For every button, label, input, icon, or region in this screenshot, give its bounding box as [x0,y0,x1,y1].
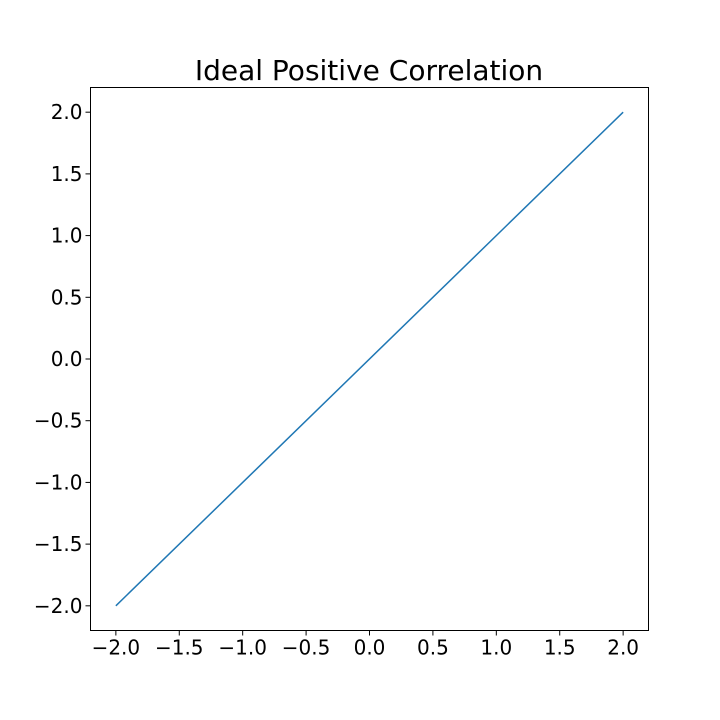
x-tick-label: 0.0 [354,636,386,660]
plot-area: −2.0 −1.5 −1.0 −0.5 0.0 0.5 1.0 1.5 2.0 −2.0 −1.5… [34,87,649,660]
x-tick-label: −2.0 [92,636,141,660]
y-tick-label: −0.5 [34,409,83,433]
y-tick-label: 0.5 [51,285,83,309]
y-tick-label: 0.0 [51,347,83,371]
x-tick-label: −0.5 [282,636,331,660]
series-line [115,111,624,607]
y-tick-label: 1.0 [51,224,83,248]
x-tick-label: −1.0 [218,636,267,660]
y-tick-label: −1.5 [34,532,83,556]
y-axis: −2.0 −1.5 −1.0 −0.5 0.0 0.5 1.0 1.5 2.0 [34,100,91,618]
y-tick-label: −2.0 [34,594,83,618]
x-tick-label: 1.0 [480,636,512,660]
chart-title: Ideal Positive Correlation [195,54,543,87]
x-tick-label: −1.5 [155,636,204,660]
series-layer [115,111,624,607]
y-tick-label: 2.0 [51,100,83,124]
x-axis: −2.0 −1.5 −1.0 −0.5 0.0 0.5 1.0 1.5 2.0 [92,630,639,660]
x-tick-label: 2.0 [607,636,639,660]
y-tick-label: −1.0 [34,470,83,494]
x-tick-label: 1.5 [544,636,576,660]
y-tick-label: 1.5 [51,162,83,186]
x-tick-label: 0.5 [417,636,449,660]
